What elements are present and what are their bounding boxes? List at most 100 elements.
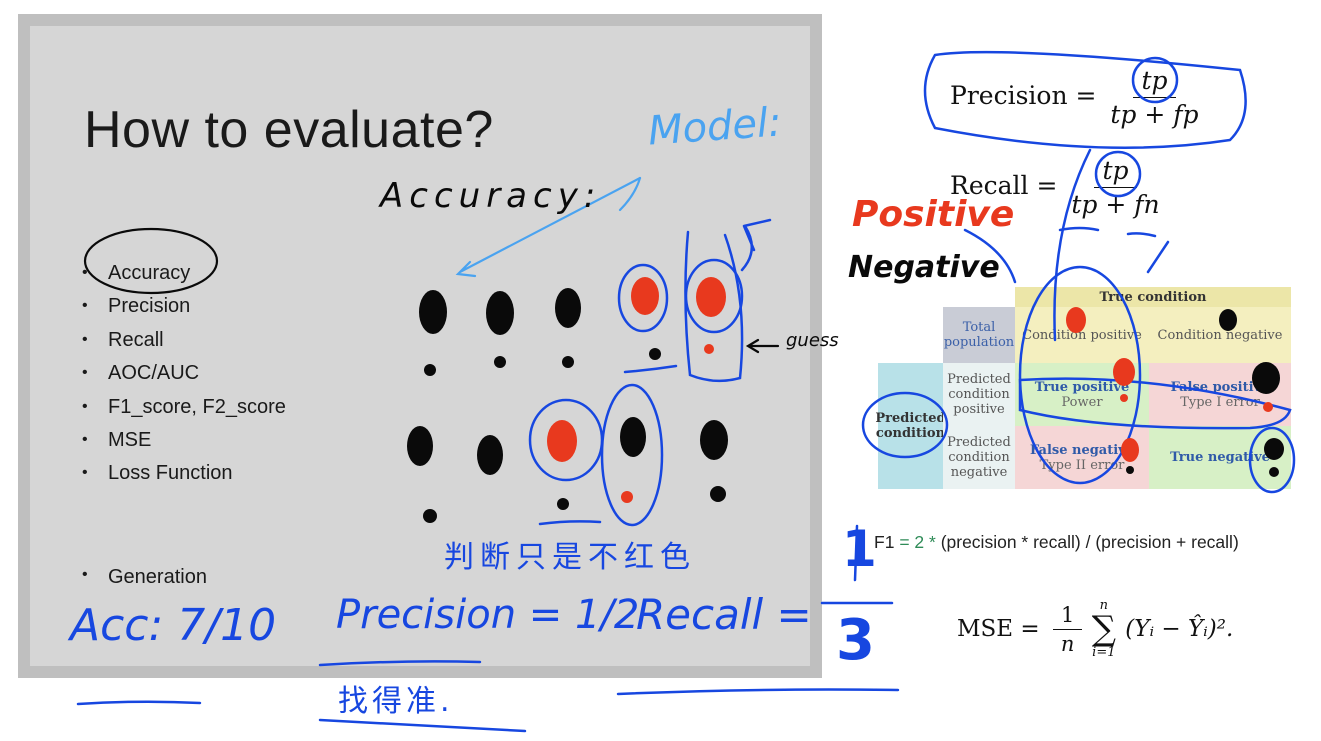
circle-cond-positive [1018,265,1142,485]
f1-label: F1 [874,532,895,552]
cm-predicted-negative: Predicted condition negative [943,426,1015,489]
underline-guess [623,364,678,374]
underline-precision-eq [318,660,482,667]
cm-fn-sub: Type II error [1039,457,1125,473]
dot-small-black [557,498,569,510]
dot-black [419,290,447,334]
dot-black [1264,438,1284,460]
matrix-dots [1066,307,1284,477]
dot-black [477,435,503,475]
black-ink [83,227,780,354]
dot-small-black [423,509,437,523]
recall-label: Recall = [950,171,1058,200]
dot-black [620,417,646,457]
cm-fp-label: False positive [1170,379,1270,395]
bullet-recall: Recall [82,325,286,358]
arrow-negative [1146,240,1170,274]
note-recall-eq: Recall = [636,590,812,639]
cm-tp-label: True positive [1034,379,1130,395]
dot-small-black [494,356,506,368]
note-precision-eq: Precision = 1/2 [336,592,640,638]
sigma-icon: ∑ [1091,609,1116,649]
vertical-line-recall [853,524,859,582]
precision-formula: Precision = tp tp + fp [950,66,1199,129]
cm-predicted-positive: Predicted condition positive [943,363,1015,426]
circle-tp [1131,56,1179,104]
cm-true-negative: True negative [1149,426,1291,489]
cm-tp-sub: Power [1061,394,1103,410]
note-recall-den: 3 [836,608,875,673]
dot-small-black [710,486,726,502]
cm-header: True condition [1015,287,1291,307]
dot-small-black [649,348,661,360]
dot-red [547,420,577,462]
underline-precision [538,520,602,526]
precision-label: Precision = [950,81,1097,110]
dot-small-red [1263,402,1273,412]
note-chinese-under: 找得准. [338,684,454,719]
mse-frac-num: 1 [1053,603,1083,630]
cm-predicted-condition: Predicted condition [875,363,946,489]
underline-acc [76,700,202,706]
precision-numerator: tp [1133,66,1176,98]
underline-fn [1058,226,1157,238]
underline-recall [616,688,900,696]
note-negative: Negative [848,250,1000,285]
dot-black [700,420,728,460]
dot-black [486,291,514,335]
dot-red [1066,307,1086,333]
recall-formula: Recall = tp tp + fn [950,156,1160,219]
cm-total-population: Total population [943,307,1015,363]
arrow-precision-to-cm [1053,148,1092,342]
bullet-loss-function: Loss Function [82,458,286,491]
note-recall-num: 1 [842,520,877,578]
dot-red [1113,358,1135,386]
dot-red [696,277,726,317]
bullet-generation: Generation [82,566,207,589]
arrow-model [455,176,642,278]
underline-chinese [318,718,527,733]
dot-small-red [1120,394,1128,402]
bracket-guess [684,230,744,383]
dot-small-black [1269,467,1279,477]
arrow-guess-pointer [745,338,780,354]
dot-black [1252,362,1280,394]
dot-red [1121,438,1139,462]
bullet-precision: Precision [82,291,286,324]
dot-black [407,426,433,466]
note-guess: guess [786,330,839,351]
bullet-list: Accuracy Precision Recall AOC/AUC F1_sco… [82,258,286,492]
dot-small-red [621,491,633,503]
note-model: Model: [646,99,784,155]
note-accuracy: Accuracy: [380,176,602,216]
dot-black [555,288,581,328]
circle-precision [923,50,1247,149]
arrow-model-top [618,176,642,212]
blue-circles [76,50,1296,733]
dot-red [631,277,659,315]
f1-formula: F1 = 2 * (precision * recall) / (precisi… [874,532,1239,553]
circle-red-1 [617,263,669,333]
cm-fn-label: False negative [1030,442,1134,458]
mse-lhs: MSE = [957,616,1040,642]
dot-small-black [562,356,574,368]
circle-accuracy-bullet [83,227,219,295]
bullet-accuracy: Accuracy [82,258,286,291]
arrow-positive [963,228,1017,284]
bullet-aoc-auc: AOC/AUC [82,358,286,391]
data-points [407,277,728,523]
bullet-mse: MSE [82,425,286,458]
note-positive: Positive [852,194,1015,235]
circle-pred-positive [1018,377,1292,430]
bullet-f1-f2: F1_score, F2_score [82,392,286,425]
circle-tp2 [1094,150,1142,198]
recall-numerator: tp [1094,156,1137,188]
dot-small-black [1126,466,1134,474]
dot-small-black [424,364,436,376]
slide-title: How to evaluate? [84,101,494,159]
dot-black [1219,309,1237,331]
note-chinese: 判断只是不红色 [444,540,696,575]
precision-denominator: tp + fp [1110,100,1199,129]
